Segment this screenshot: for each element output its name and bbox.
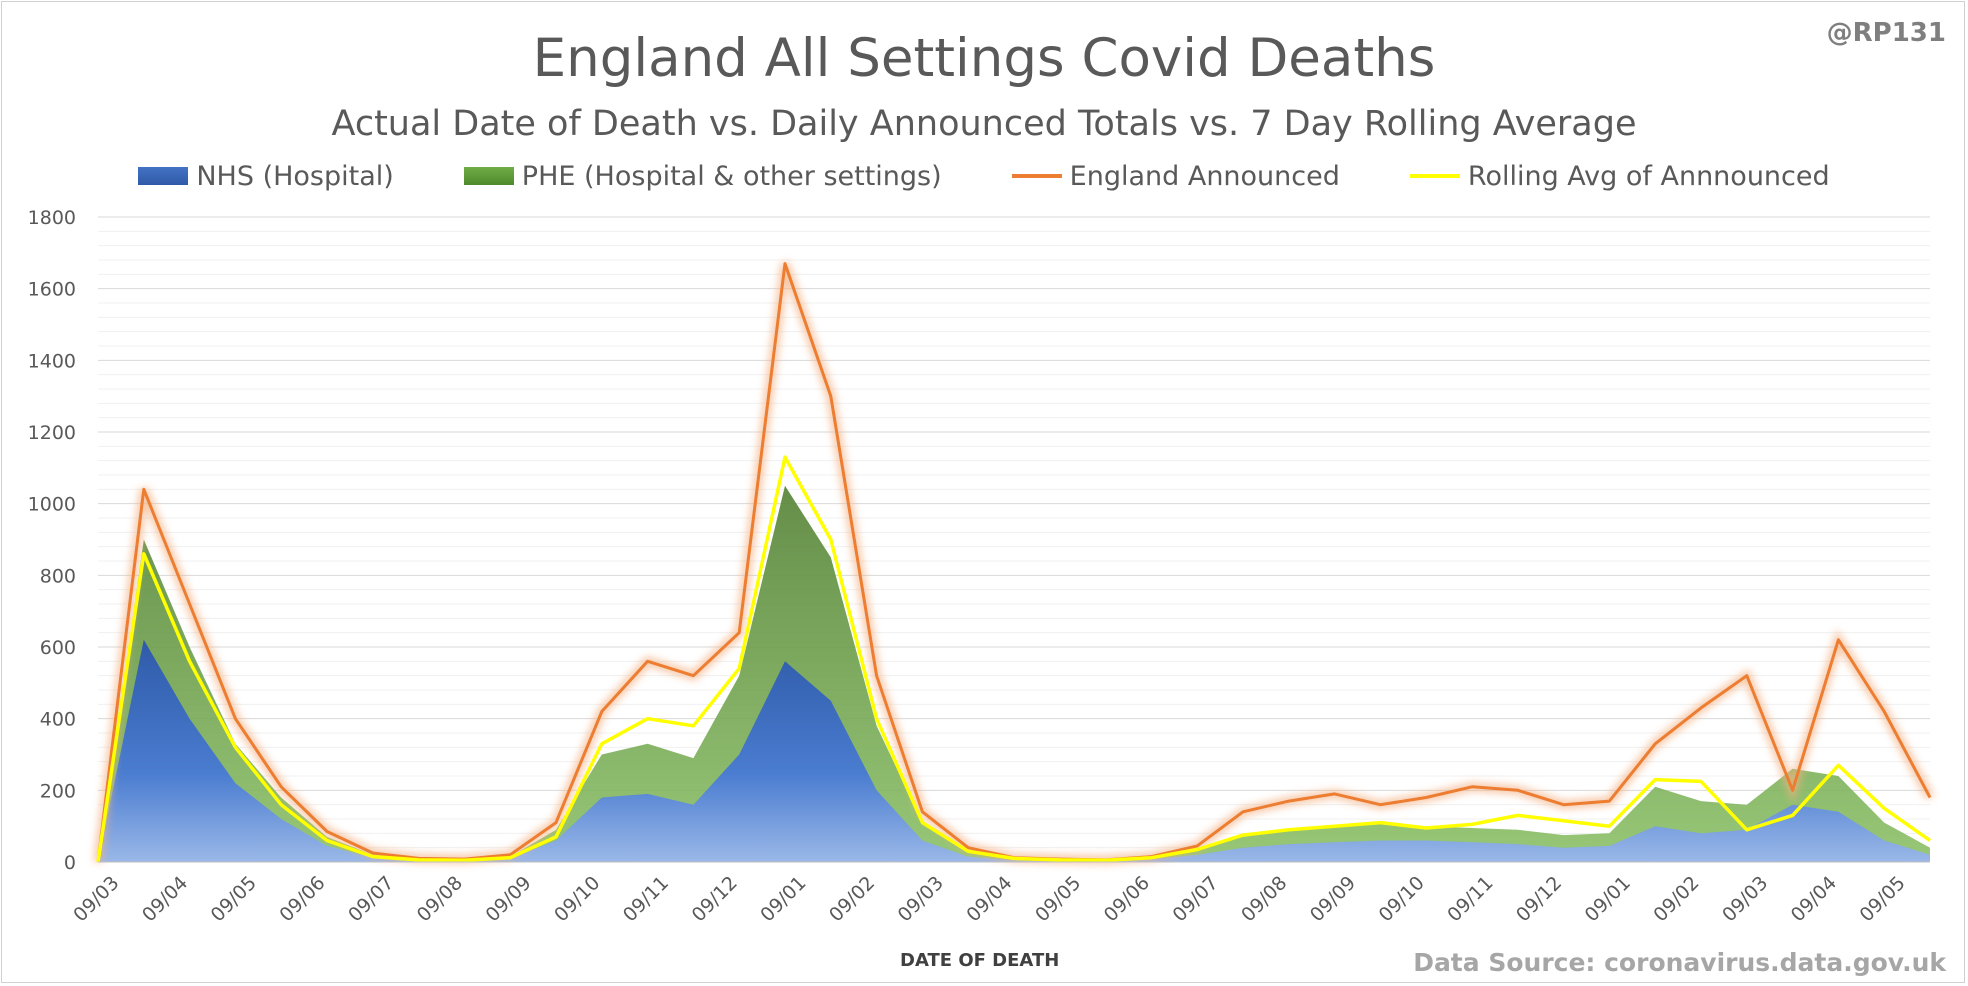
x-tick-label: 09/03 bbox=[1718, 872, 1772, 926]
legend: NHS (Hospital) PHE (Hospital & other set… bbox=[0, 158, 1968, 194]
legend-item-phe: PHE (Hospital & other settings) bbox=[463, 160, 942, 192]
x-tick-label: 09/12 bbox=[1512, 872, 1566, 926]
line-england-glow bbox=[93, 262, 1934, 865]
y-tick-label: 800 bbox=[40, 565, 76, 587]
x-tick-label: 09/08 bbox=[1237, 872, 1291, 926]
legend-label-phe: PHE (Hospital & other settings) bbox=[521, 160, 942, 192]
x-tick-label: 09/11 bbox=[1443, 872, 1497, 926]
data-source: Data Source: coronavirus.data.gov.uk bbox=[1413, 948, 1946, 977]
area-nhs bbox=[98, 639, 1930, 862]
x-tick-label: 09/04 bbox=[1787, 872, 1841, 926]
x-axis-title: DATE OF DEATH bbox=[900, 950, 1060, 971]
legend-swatch-nhs bbox=[138, 167, 189, 185]
y-tick-label: 200 bbox=[40, 780, 76, 802]
x-tick-label: 09/06 bbox=[275, 872, 329, 926]
line-england-announced bbox=[96, 262, 1932, 863]
x-tick-label: 09/05 bbox=[207, 872, 261, 926]
legend-item-nhs: NHS (Hospital) bbox=[138, 160, 394, 192]
x-tick-label: 09/01 bbox=[1581, 872, 1635, 926]
y-tick-label: 600 bbox=[40, 637, 76, 659]
y-tick-label: 1200 bbox=[28, 422, 76, 444]
x-tick-label: 09/10 bbox=[1375, 872, 1429, 926]
x-tick-label: 09/07 bbox=[1168, 872, 1222, 926]
y-tick-label: 1000 bbox=[28, 494, 76, 516]
x-tick-label: 09/07 bbox=[344, 872, 398, 926]
x-tick-label: 09/11 bbox=[619, 872, 673, 926]
legend-swatch-england bbox=[1011, 174, 1062, 178]
legend-label-england: England Announced bbox=[1069, 160, 1340, 192]
legend-swatch-rolling bbox=[1409, 174, 1460, 178]
x-tick-label: 09/05 bbox=[1855, 872, 1909, 926]
line-rolling-average bbox=[96, 455, 1932, 863]
x-tick-label: 09/02 bbox=[1649, 872, 1703, 926]
x-tick-label: 09/10 bbox=[550, 872, 604, 926]
x-tick-label: 09/08 bbox=[413, 872, 467, 926]
x-tick-label: 09/12 bbox=[688, 872, 742, 926]
x-tick-label: 09/03 bbox=[894, 872, 948, 926]
y-tick-label: 1400 bbox=[28, 350, 76, 372]
x-tick-label: 09/06 bbox=[1100, 872, 1154, 926]
y-tick-label: 0 bbox=[64, 852, 76, 874]
x-tick-label: 09/05 bbox=[1031, 872, 1085, 926]
author-handle: @RP131 bbox=[1826, 18, 1946, 48]
chart-title: England All Settings Covid Deaths bbox=[532, 28, 1436, 89]
legend-swatch-phe bbox=[463, 167, 514, 185]
y-tick-label: 1800 bbox=[28, 207, 76, 229]
y-tick-label: 400 bbox=[40, 709, 76, 731]
legend-item-england: England Announced bbox=[1011, 160, 1340, 192]
legend-label-rolling: Rolling Avg of Annnounced bbox=[1467, 160, 1830, 192]
x-tick-label: 09/09 bbox=[1306, 872, 1360, 926]
legend-label-nhs: NHS (Hospital) bbox=[196, 160, 394, 192]
y-tick-label: 1600 bbox=[28, 279, 76, 301]
x-tick-label: 09/04 bbox=[962, 872, 1016, 926]
x-tick-label: 09/03 bbox=[69, 872, 123, 926]
chart-subtitle: Actual Date of Death vs. Daily Announced… bbox=[331, 104, 1637, 144]
legend-item-rolling: Rolling Avg of Annnounced bbox=[1409, 160, 1830, 192]
x-tick-label: 09/01 bbox=[756, 872, 810, 926]
area-phe bbox=[98, 485, 1930, 862]
x-tick-label: 09/02 bbox=[825, 872, 879, 926]
x-tick-label: 09/09 bbox=[481, 872, 535, 926]
x-tick-label: 09/04 bbox=[138, 872, 192, 926]
